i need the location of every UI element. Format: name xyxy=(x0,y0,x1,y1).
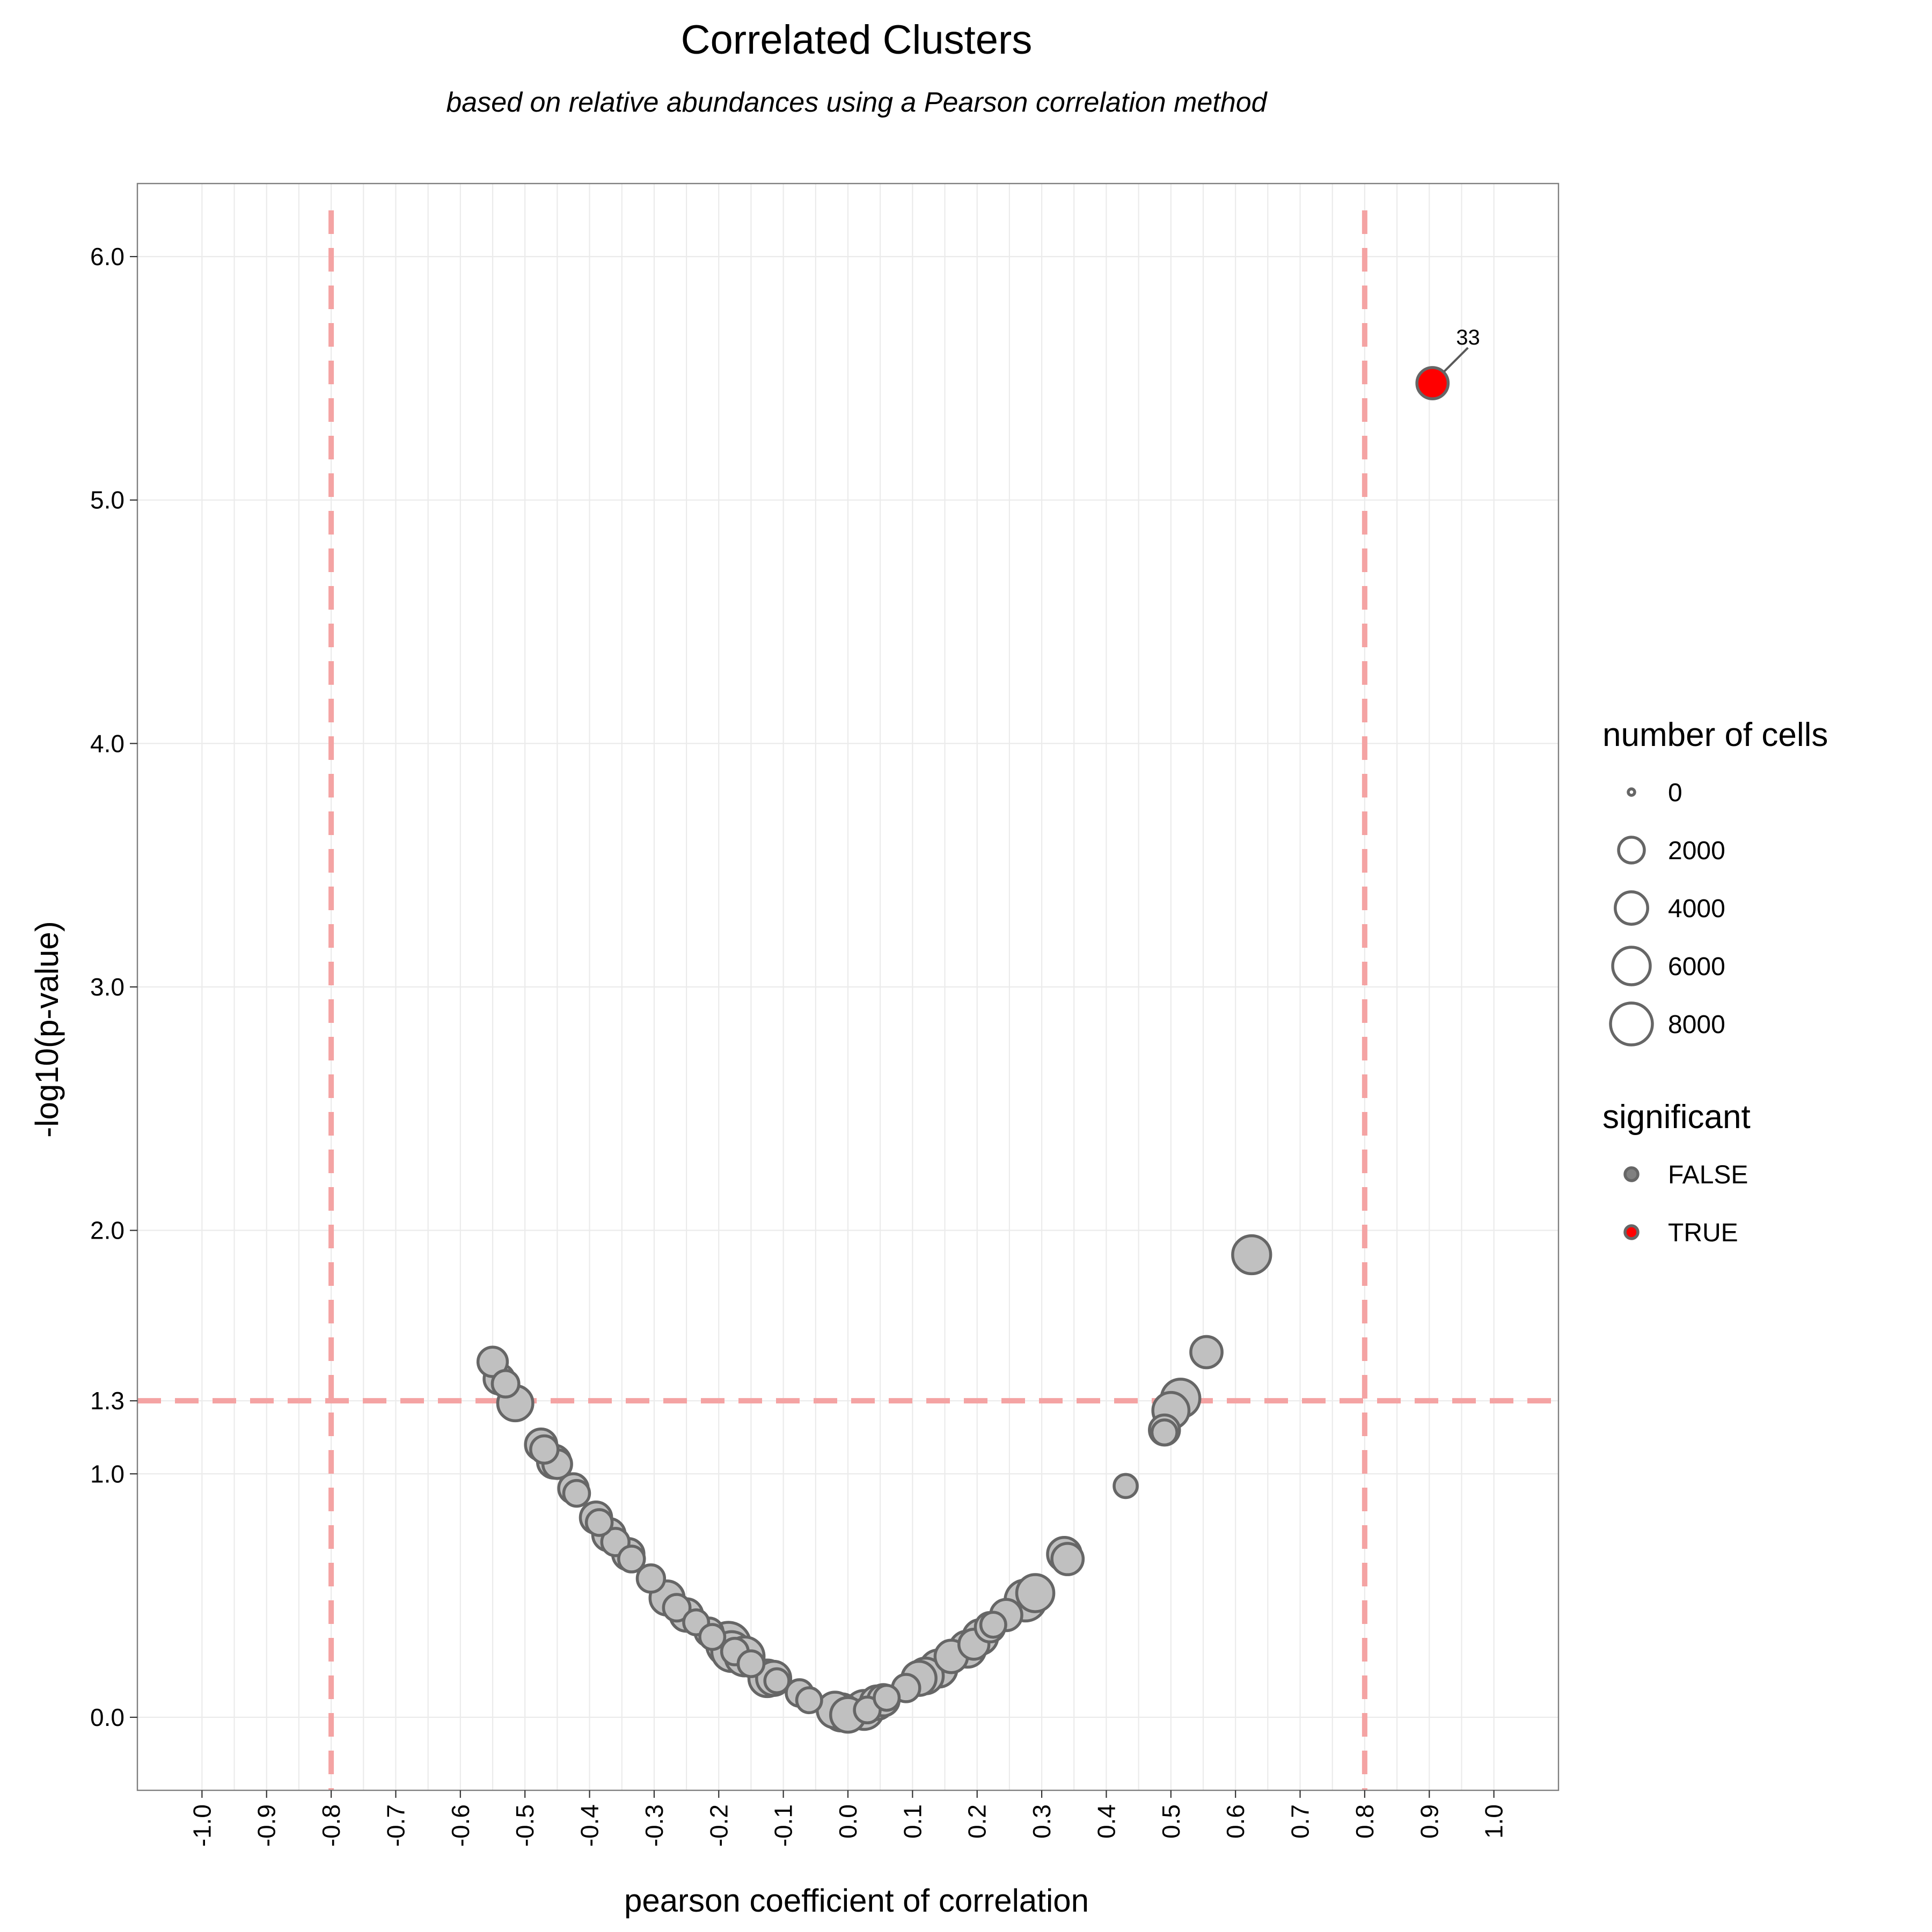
x-tick-label: 0.0 xyxy=(834,1804,862,1839)
legend-size-label: 4000 xyxy=(1668,895,1725,923)
legend-size-label: 8000 xyxy=(1668,1011,1725,1039)
gridlines xyxy=(137,184,1558,1790)
data-point xyxy=(476,1345,509,1378)
x-tick-label: -0.9 xyxy=(253,1804,281,1847)
data-point xyxy=(562,1479,591,1508)
x-tick-label: 0.2 xyxy=(963,1804,991,1839)
legend-size-key xyxy=(1614,890,1649,926)
legend-size-key xyxy=(1609,1001,1654,1046)
legend-size-label: 0 xyxy=(1668,779,1682,807)
legend-size-label: 2000 xyxy=(1668,837,1725,865)
legend-color-label: TRUE xyxy=(1668,1219,1738,1247)
x-axis: -1.0 -0.9 -0.8 -0.7 -0.6 -0.5 -0.4 -0.3 -0.2 -0.1… xyxy=(188,1790,1508,1847)
data-point xyxy=(1050,1542,1085,1576)
legend-color-title: significant xyxy=(1602,1099,1751,1136)
x-tick-label: -0.6 xyxy=(447,1804,474,1847)
chart-subtitle: based on relative abundances using a Pea… xyxy=(446,87,1268,118)
y-tick-label: 6.0 xyxy=(90,243,125,270)
data-points xyxy=(476,366,1450,1734)
x-tick-label: 1.0 xyxy=(1480,1804,1508,1839)
x-tick-label: 0.7 xyxy=(1286,1804,1314,1839)
x-tick-label: -0.3 xyxy=(640,1804,668,1847)
data-point xyxy=(795,1686,823,1715)
x-tick-label: 0.3 xyxy=(1028,1804,1056,1839)
y-tick-label: 2.0 xyxy=(90,1217,125,1245)
legend-size-key xyxy=(1611,946,1652,986)
data-point xyxy=(979,1611,1007,1639)
point-label: 33 xyxy=(1456,326,1480,349)
x-tick-label: 0.1 xyxy=(898,1804,926,1839)
legend-size-items: 0 2000 4000 6000 8000 xyxy=(1609,779,1725,1046)
data-point xyxy=(736,1649,766,1678)
data-point xyxy=(1189,1335,1224,1370)
data-point xyxy=(1015,1573,1056,1613)
y-tick-label: 5.0 xyxy=(90,486,125,514)
point-annotations: 33 xyxy=(1443,326,1480,372)
legend-color-label: FALSE xyxy=(1668,1161,1748,1189)
x-tick-label: -1.0 xyxy=(188,1804,216,1847)
data-point xyxy=(662,1593,692,1623)
x-tick-label: -0.2 xyxy=(705,1804,733,1847)
data-point xyxy=(1150,1418,1179,1447)
x-tick-label: 0.4 xyxy=(1092,1804,1120,1839)
legend-color-key xyxy=(1623,1166,1640,1182)
x-axis-title: pearson coefficient of correlation xyxy=(624,1883,1089,1919)
data-point xyxy=(698,1623,727,1651)
x-tick-label: 0.8 xyxy=(1351,1804,1379,1839)
data-point xyxy=(635,1563,667,1594)
y-tick-label: 4.0 xyxy=(90,729,125,757)
x-tick-label: 0.6 xyxy=(1221,1804,1249,1839)
legend: number of cells 0 2000 4000 6000 8000 signif… xyxy=(1602,716,1828,1247)
legend-color-key xyxy=(1623,1224,1640,1240)
data-point xyxy=(529,1434,560,1465)
x-tick-label: -0.7 xyxy=(382,1804,409,1847)
x-tick-label: 0.5 xyxy=(1157,1804,1185,1839)
data-point xyxy=(1231,1234,1272,1276)
data-point xyxy=(491,1368,521,1399)
y-axis-title: -log10(p-value) xyxy=(29,921,65,1138)
legend-size-title: number of cells xyxy=(1602,716,1828,753)
y-tick-label: 3.0 xyxy=(90,973,125,1001)
data-point xyxy=(873,1684,901,1712)
x-tick-label: -0.4 xyxy=(576,1804,604,1847)
legend-size-key xyxy=(1627,787,1636,797)
y-tick-label: 0.0 xyxy=(90,1703,125,1731)
significant-point xyxy=(1415,366,1450,400)
y-axis: 0.0 1.0 1.3 2.0 3.0 4.0 5.0 6.0 xyxy=(90,243,137,1731)
legend-size-label: 6000 xyxy=(1668,953,1725,981)
data-point xyxy=(763,1667,791,1695)
x-tick-label: -0.8 xyxy=(317,1804,345,1847)
reference-lines xyxy=(137,210,1558,1790)
x-tick-label: 0.9 xyxy=(1415,1804,1443,1839)
data-point xyxy=(1113,1473,1139,1499)
legend-size-key xyxy=(1617,836,1646,865)
y-tick-label: 1.3 xyxy=(90,1387,125,1415)
data-point xyxy=(584,1508,614,1537)
legend-color-items: FALSE TRUE xyxy=(1623,1161,1748,1247)
y-tick-label: 1.0 xyxy=(90,1460,125,1488)
x-tick-label: -0.5 xyxy=(511,1804,539,1847)
x-tick-label: -0.1 xyxy=(770,1804,797,1847)
data-point xyxy=(617,1545,646,1574)
chart-title: Correlated Clusters xyxy=(681,17,1033,63)
annotation-leader-line xyxy=(1443,347,1469,372)
